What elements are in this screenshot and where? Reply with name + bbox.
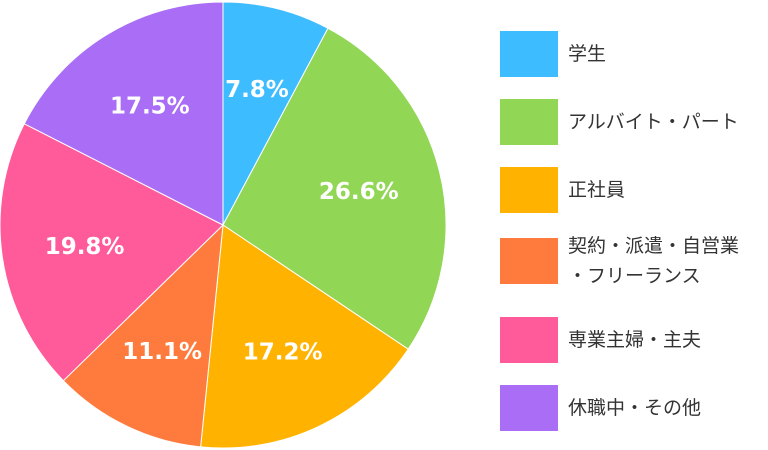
legend-swatch bbox=[500, 238, 558, 284]
legend-item-4: 契約・派遣・自営業 ・フリーランス bbox=[500, 231, 739, 291]
legend-label-line: ・フリーランス bbox=[568, 265, 701, 287]
legend-label: 専業主婦・主夫 bbox=[568, 325, 701, 355]
data-label-6: 17.5% bbox=[110, 94, 190, 120]
data-label-1: 7.8% bbox=[225, 77, 289, 103]
pie-slice-1 bbox=[222, 1, 329, 226]
pie-slice-2 bbox=[222, 27, 447, 350]
legend-swatch bbox=[500, 385, 558, 431]
legend-swatch bbox=[500, 31, 558, 77]
legend-swatch bbox=[500, 99, 558, 145]
legend-item-5: 専業主婦・主夫 bbox=[500, 317, 701, 363]
pie-chart: 7.8% 26.6% 17.2% 11.1% 19.8% 17.5% bbox=[0, 1, 447, 449]
legend-swatch bbox=[500, 317, 558, 363]
legend-label: 学生 bbox=[568, 39, 606, 69]
pie-slice-6 bbox=[23, 1, 224, 226]
data-label-3: 17.2% bbox=[243, 340, 323, 366]
legend-label-line: アルバイト・パート bbox=[568, 111, 739, 133]
legend-item-1: 学生 bbox=[500, 31, 606, 77]
legend-label-line: 専業主婦・主夫 bbox=[568, 329, 702, 351]
data-label-4: 11.1% bbox=[122, 339, 202, 365]
pie-slice-5 bbox=[0, 123, 224, 382]
pie-slice-3 bbox=[200, 224, 409, 449]
legend-item-3: 正社員 bbox=[500, 167, 625, 213]
legend-label: 契約・派遣・自営業 ・フリーランス bbox=[568, 231, 739, 291]
legend-label: アルバイト・パート bbox=[568, 107, 739, 137]
legend-label-line: 正社員 bbox=[568, 179, 626, 201]
legend-label: 正社員 bbox=[568, 175, 625, 205]
legend-label-line: 休職中・その他 bbox=[568, 397, 702, 419]
legend-label-line: 契約・派遣・自営業 bbox=[568, 235, 740, 257]
data-label-2: 26.6% bbox=[319, 179, 399, 205]
data-label-5: 19.8% bbox=[45, 234, 125, 260]
legend-item-6: 休職中・その他 bbox=[500, 385, 701, 431]
pie-slice-4 bbox=[62, 223, 224, 448]
legend-swatch bbox=[500, 167, 558, 213]
legend-label: 休職中・その他 bbox=[568, 393, 701, 423]
legend-label-line: 学生 bbox=[568, 43, 607, 65]
legend-item-2: アルバイト・パート bbox=[500, 99, 739, 145]
